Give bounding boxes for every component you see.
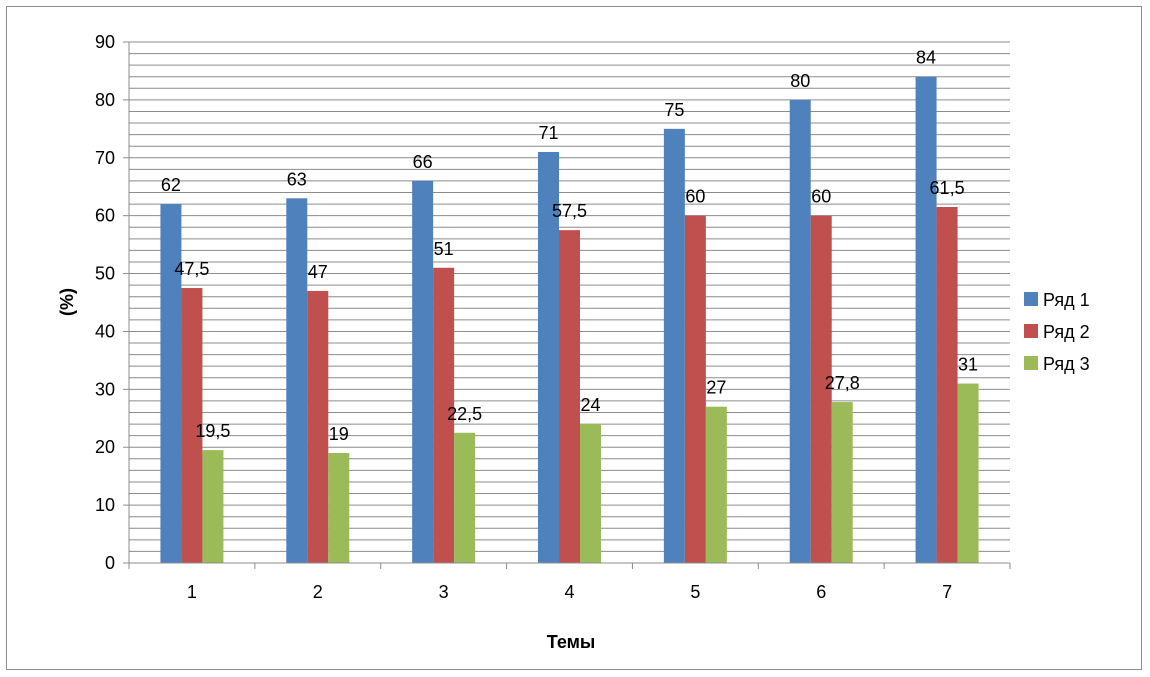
bars [160,76,979,564]
legend: Ряд 1 Ряд 2 Ряд 3 [1024,290,1090,374]
bar-Ряд-1-6 [789,99,811,563]
data-label: 71 [538,123,558,143]
y-tick-label: 0 [105,553,115,573]
bar-Ряд-1-2 [286,198,308,564]
y-tick-label: 60 [95,206,115,226]
legend-label: Ряд 1 [1043,290,1090,310]
data-label: 62 [161,175,181,195]
bar-Ряд-2-4 [559,230,580,563]
x-tick-label: 5 [690,582,700,602]
bar-Ряд-3-7 [957,383,979,563]
bar-Ряд-1-7 [915,76,937,563]
bar-Ряд-3-4 [580,424,601,563]
data-label: 63 [287,169,307,189]
bar-Ряд-1-3 [412,180,434,563]
y-tick-labels: 0 10 20 30 40 50 60 70 80 90 [95,32,115,573]
bar-Ряд-2-5 [684,215,706,563]
y-tick-label: 50 [95,264,115,284]
data-labels: 62 47,5 19,5 63 47 19 66 51 22,5 71 57,5 24 75 60 27 80… [161,48,978,444]
data-label: 57,5 [552,201,587,221]
y-tick-label: 10 [95,495,115,515]
legend-swatch [1024,324,1038,338]
x-tick-label: 7 [942,582,952,602]
bar-Ряд-2-6 [810,215,832,563]
data-label: 80 [790,71,810,91]
bar-Ряд-2-1 [181,288,203,563]
bar-Ряд-3-1 [202,450,224,563]
data-label: 84 [916,48,936,68]
bar-Ряд-3-3 [454,432,476,563]
bar-Ряд-3-5 [705,406,727,563]
data-label: 24 [580,395,600,415]
chart-frame: 0 10 20 30 40 50 60 70 80 90 1 2 3 4 5 6 7 62 47,5 19,5 63… [6,6,1142,670]
bar-chart: 0 10 20 30 40 50 60 70 80 90 1 2 3 4 5 6 7 62 47,5 19,5 63… [57,32,1090,652]
data-label: 47 [308,262,328,282]
y-tick-label: 70 [95,148,115,168]
bar-Ряд-2-7 [936,206,958,563]
legend-swatch [1024,292,1038,306]
data-label: 27,8 [825,373,860,393]
data-label: 60 [811,187,831,207]
y-axis-title: (%) [57,288,77,316]
x-tick-label: 4 [564,582,574,602]
data-label: 19 [329,424,349,444]
bar-Ряд-2-3 [433,267,455,563]
data-label: 51 [434,239,454,259]
data-label: 19,5 [195,421,230,441]
bar-Ряд-2-2 [307,290,329,563]
x-tick-label: 1 [187,582,197,602]
data-label: 60 [685,187,705,207]
bar-Ряд-1-1 [160,204,182,564]
bar-Ряд-1-5 [663,128,685,563]
data-label: 47,5 [174,259,209,279]
y-tick-label: 30 [95,379,115,399]
legend-label: Ряд 2 [1043,322,1090,342]
y-tick-label: 20 [95,437,115,457]
x-tick-label: 6 [816,582,826,602]
bar-Ряд-3-6 [831,402,853,563]
x-tick-label: 3 [439,582,449,602]
x-axis-title: Темы [547,632,596,652]
legend-swatch [1024,356,1038,370]
data-label: 31 [958,355,978,375]
data-label: 61,5 [930,178,965,198]
data-label: 27 [706,378,726,398]
bar-Ряд-3-2 [328,453,350,563]
data-label: 66 [413,152,433,172]
data-label: 75 [664,100,684,120]
y-tick-label: 40 [95,321,115,341]
y-tick-label: 90 [95,32,115,52]
y-tick-label: 80 [95,90,115,110]
bar-Ряд-1-4 [538,151,559,563]
legend-label: Ряд 3 [1043,354,1090,374]
x-tick-label: 2 [313,582,323,602]
axes [123,41,1011,569]
data-label: 22,5 [447,404,482,424]
x-tick-labels: 1 2 3 4 5 6 7 [187,582,952,602]
